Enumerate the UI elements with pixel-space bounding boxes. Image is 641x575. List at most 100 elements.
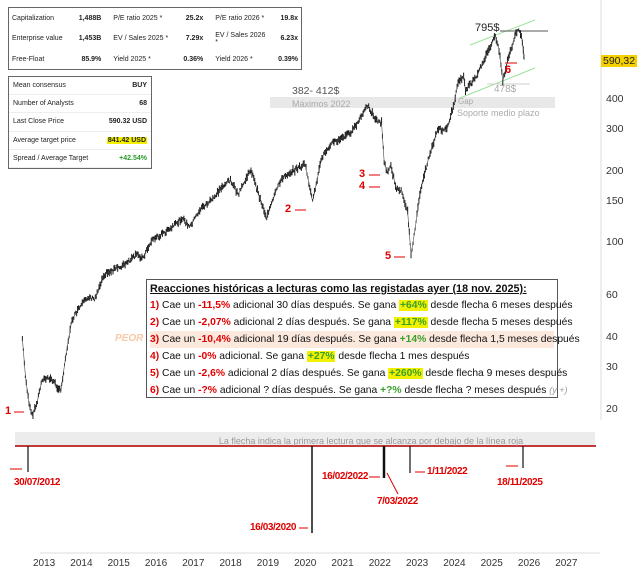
- consensus-label: Last Close Price: [13, 118, 64, 126]
- y-tick-label: 100: [606, 236, 624, 249]
- reaction-row: 3) Cae un -10,4% adicional 19 días despu…: [150, 331, 580, 348]
- gap-label: Gap: [458, 97, 474, 106]
- metric-label: Enterprise value: [12, 35, 63, 43]
- reaction-a: Cae un: [159, 317, 199, 328]
- reaction-a: Cae un: [159, 385, 199, 396]
- metric-value: 1,488B: [78, 14, 102, 22]
- x-tick-label: 2014: [70, 558, 93, 569]
- fundamentals-row: Free-Float 85.9% Yield 2025 * 0.36% Yield 20…: [9, 49, 301, 70]
- reaction-row: 5) Cae un -2,6% adicional 2 días después…: [150, 365, 567, 382]
- metric-label: Yield 2026 *: [215, 55, 253, 63]
- support-label: Soporte medio plazo: [457, 108, 540, 118]
- consensus-value: BUY: [132, 82, 147, 90]
- date-label-5: 1/11/2022: [427, 466, 468, 477]
- reaction-b: adicional ? días después. Se gana: [216, 385, 381, 396]
- red-line-note: La flecha indica la primera lectura que …: [218, 436, 524, 446]
- date-arrows: [10, 62, 518, 529]
- metric-label: EV / Sales 2025 *: [113, 35, 169, 43]
- y-tick-label: 150: [606, 194, 624, 207]
- marker-3: 3: [359, 168, 365, 180]
- x-tick-label: 2019: [256, 558, 280, 569]
- reaction-drop: -2,07%: [198, 317, 231, 328]
- reaction-a: Cae un: [159, 300, 199, 311]
- date-label-6: 18/11/2025: [497, 477, 543, 488]
- historical-reactions-box: Reacciones históricas a lecturas como la…: [146, 279, 580, 399]
- x-tick-label: 2024: [443, 558, 466, 569]
- last-price-tag: 590,32: [601, 55, 638, 67]
- reaction-n: 1): [150, 300, 160, 311]
- marker-2: 2: [285, 203, 291, 215]
- reaction-c: desde flecha 9 meses después: [422, 368, 568, 379]
- x-tick-label: 2013: [33, 558, 56, 569]
- y-tick-label: 60: [606, 289, 618, 302]
- fundamentals-table: Capitalization 1,488B P/E ratio 2025 * 25.2…: [8, 7, 302, 70]
- metric-value: 85.9%: [81, 55, 102, 63]
- x-tick-label: 2022: [368, 558, 391, 569]
- reaction-n: 3): [150, 334, 160, 345]
- consensus-label: Mean consensus: [13, 82, 66, 90]
- metric-value: 0.36%: [183, 55, 204, 63]
- x-tick-label: 2023: [406, 558, 429, 569]
- reaction-a: Cae un: [159, 368, 199, 379]
- reaction-a: Cae un: [159, 351, 199, 362]
- reaction-drop: -?%: [198, 385, 217, 396]
- reaction-row: 1) Cae un -11,5% adicional 30 días despu…: [150, 297, 573, 314]
- reaction-gain: +?%: [380, 385, 402, 396]
- reaction-c: desde flecha 5 meses después: [427, 317, 573, 328]
- consensus-value: +42.54%: [119, 154, 147, 162]
- max-2022-band: [270, 97, 555, 108]
- reaction-gain: +27%: [306, 351, 336, 362]
- metric-label: Capitalization: [12, 14, 55, 22]
- reaction-c: desde flecha 1,5 meses después: [426, 334, 580, 345]
- consensus-row: Number of Analysts 68: [9, 95, 151, 114]
- metric-label: P/E ratio 2025 *: [113, 14, 163, 22]
- reaction-b: adicional. Se gana: [216, 351, 307, 362]
- reaction-gain: +64%: [399, 300, 428, 311]
- consensus-label: Number of Analysts: [13, 100, 74, 108]
- consensus-value: 68: [139, 100, 147, 108]
- x-tick-label: 2020: [294, 558, 317, 569]
- reaction-c: desde flecha ? meses después: [401, 385, 550, 396]
- reaction-row: 6) Cae un -?% adicional ? días después. …: [150, 382, 568, 399]
- signal-bars: [27, 446, 524, 533]
- metric-label: Yield 2025 *: [113, 55, 151, 63]
- metric-label: Free-Float: [12, 55, 45, 63]
- metric-value: 1,453B: [78, 35, 102, 43]
- reaction-extra: (y +): [549, 385, 568, 395]
- max-2022-label: Máximos 2022: [292, 99, 351, 109]
- x-tick-label: 2018: [219, 558, 242, 569]
- reaction-drop: -10,4%: [198, 334, 231, 345]
- reaction-row: 4) Cae un -0% adicional. Se gana +27% de…: [150, 348, 554, 365]
- reaction-c: desde flecha 1 mes después: [335, 351, 470, 362]
- x-tick-label: 2025: [480, 558, 503, 569]
- metric-label: P/E ratio 2026 *: [215, 14, 265, 22]
- x-tick-label: 2017: [182, 558, 205, 569]
- worst-label: PEOR: [115, 333, 144, 344]
- reaction-a: Cae un: [159, 334, 199, 345]
- y-tick-label: 200: [606, 164, 624, 177]
- channel-upper: [469, 19, 536, 46]
- reaction-c: desde flecha 6 meses después: [427, 300, 573, 311]
- reaction-b: adicional 2 días después. Se gana: [225, 368, 389, 379]
- metric-value: 7.29x: [185, 35, 204, 43]
- reaction-b: adicional 19 días después. Se gana: [230, 334, 400, 345]
- x-tick-label: 2026: [517, 558, 541, 569]
- reaction-drop: -11,5%: [198, 300, 231, 311]
- reaction-n: 5): [150, 368, 160, 379]
- reaction-n: 6): [150, 385, 160, 396]
- max-2022-value: 382- 412$: [292, 85, 340, 97]
- consensus-value: 590.32 USD: [108, 118, 147, 126]
- note-band: [15, 432, 595, 445]
- reaction-drop: -2,6%: [198, 368, 225, 379]
- metric-value: 19.8x: [280, 14, 298, 22]
- y-tick-label: 400: [606, 93, 624, 105]
- reaction-row: 2) Cae un -2,07% adicional 2 días despué…: [150, 314, 573, 331]
- x-tick-label: 2021: [331, 558, 354, 569]
- fundamentals-row: Enterprise value 1,453B EV / Sales 2025 * 7…: [9, 29, 301, 50]
- y-tick-label: 30: [606, 361, 618, 374]
- fundamentals-row: Capitalization 1,488B P/E ratio 2025 * 25.2…: [9, 8, 301, 29]
- marker-6: 6: [505, 64, 511, 76]
- y-tick-label: 300: [606, 122, 624, 135]
